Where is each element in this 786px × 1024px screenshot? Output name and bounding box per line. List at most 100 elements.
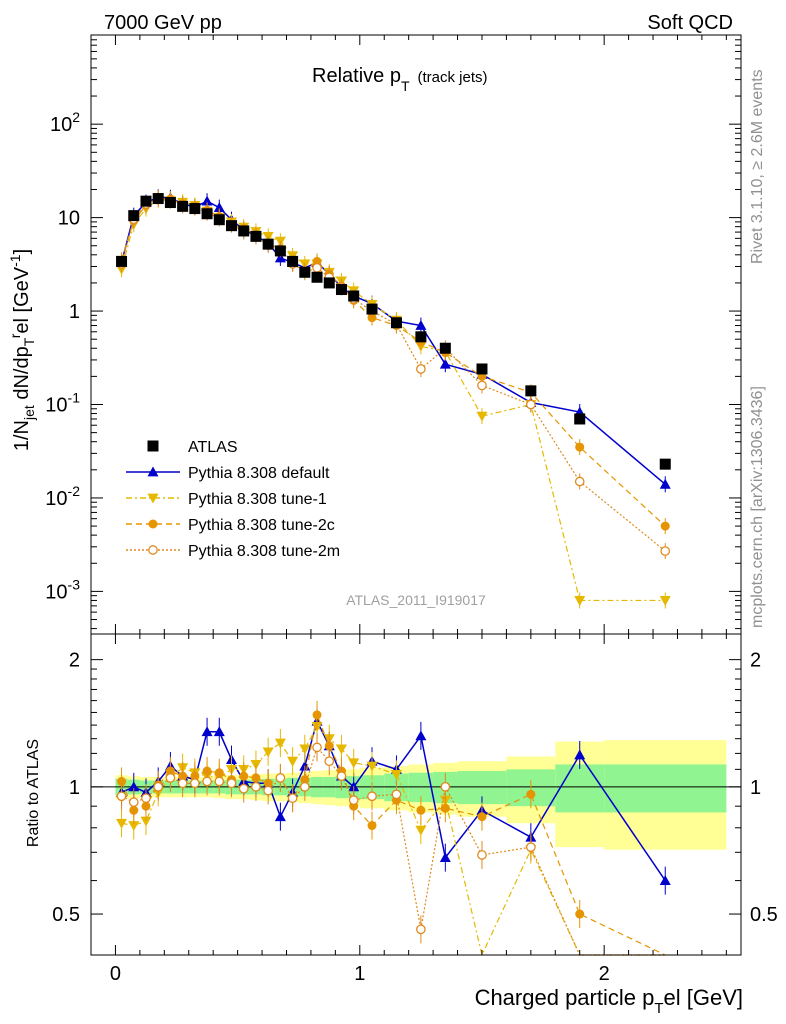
atlas-point: [128, 210, 140, 222]
ratio-point: [287, 793, 298, 804]
ratio-point: [287, 756, 299, 767]
legend-marker: [147, 466, 159, 477]
ratio-point: [367, 791, 377, 802]
atlas-point: [189, 203, 201, 215]
atlas-point: [226, 220, 238, 232]
ratio-point: [312, 710, 322, 720]
ratio-point: [165, 773, 176, 783]
ratio-point: [477, 850, 487, 860]
header-left: 7000 GeV pp: [104, 12, 222, 34]
ratio-point: [391, 789, 402, 800]
data-point: [525, 399, 536, 410]
rivet-version-text: Rivet 3.1.10, ≥ 2.6M events: [749, 69, 766, 264]
atlas-point: [476, 363, 488, 375]
plot-title: Relative pT (track jets): [312, 65, 488, 94]
data-point: [659, 478, 671, 489]
atlas-point: [287, 255, 299, 267]
y-axis-label-top: 1/Njet dN/dpTrel [GeV-1]: [7, 249, 37, 451]
ratio-point: [190, 778, 200, 789]
ratio-point: [116, 818, 128, 829]
ratio-point: [415, 730, 427, 741]
atlas-point: [390, 317, 402, 329]
ratio-point: [274, 811, 286, 822]
main-panel: [116, 189, 671, 609]
ratio-point: [299, 781, 310, 792]
ratio-point: [116, 791, 127, 802]
ratio-point: [335, 744, 347, 755]
atlas-point: [348, 290, 360, 302]
data-point: [416, 364, 426, 374]
ratio-point: [439, 852, 451, 863]
ratio-point: [312, 742, 322, 753]
ratio-point: [202, 776, 212, 787]
atlas-point: [525, 385, 537, 397]
data-point: [575, 442, 585, 452]
data-point: [476, 411, 488, 422]
y-axis-label-ratio: Ratio to ATLAS: [25, 739, 42, 847]
data-point: [415, 320, 427, 330]
atlas-point: [299, 266, 311, 278]
data-point: [659, 596, 671, 606]
ratio-point: [574, 749, 586, 760]
atlas-point: [164, 197, 176, 209]
ratio-point: [526, 789, 536, 799]
data-point: [660, 546, 671, 556]
series-line-ratio: [121, 746, 666, 956]
atlas-point: [177, 200, 189, 212]
data-point: [312, 263, 322, 273]
series-line-ratio: [121, 719, 666, 882]
ratio-point: [525, 842, 536, 852]
ratio-point: [153, 781, 164, 792]
x-axis-label: Charged particle pTel [GeV]: [475, 985, 743, 1017]
series-line-top: [120, 197, 666, 552]
legend: ATLAS Pythia 8.308 default Pythia 8.308 tu…: [126, 439, 340, 560]
ratio-point: [324, 741, 334, 751]
atlas-point: [140, 195, 152, 207]
ratio-point: [214, 776, 225, 787]
ratio-tick-label-right: 1: [750, 777, 761, 799]
atlas-point: [213, 214, 225, 226]
ratio-point: [336, 771, 347, 782]
x-tick-label: 0: [110, 963, 121, 985]
atlas-point: [311, 271, 323, 283]
ratio-point: [366, 761, 378, 772]
data-point: [213, 202, 225, 212]
ratio-tick-label-right: 2: [750, 650, 761, 672]
ratio-point: [128, 821, 140, 832]
atlas-point: [262, 238, 274, 250]
atlas-point: [659, 458, 671, 470]
ratio-point: [275, 773, 286, 783]
atlas-point: [415, 331, 427, 343]
ratio-point: [575, 909, 585, 919]
ratio-point: [263, 785, 274, 796]
ratio-tick-label-right: 0.5: [750, 904, 778, 926]
y-tick-label: 10-3: [45, 576, 80, 603]
ratio-point: [251, 781, 261, 792]
x-tick-label: 2: [599, 963, 610, 985]
atlas-point: [366, 303, 378, 315]
y-tick-label: 10-2: [45, 483, 80, 510]
data-point: [574, 476, 585, 487]
legend-marker: [148, 519, 158, 529]
legend-marker: [147, 440, 159, 452]
y-tick-label: 10-1: [45, 390, 80, 417]
data-point: [439, 358, 451, 369]
data-point: [477, 380, 487, 391]
ratio-point: [274, 738, 286, 749]
series-line-ratio: [121, 725, 666, 957]
ratio-tick-label-left: 1: [69, 777, 80, 799]
ratio-point: [659, 875, 671, 885]
ratio-point: [440, 781, 451, 792]
atlas-point: [574, 413, 586, 425]
atlas-point: [250, 230, 262, 242]
atlas-point: [323, 277, 335, 289]
ratio-tick-label-left: 0.5: [52, 904, 80, 926]
atlas-point: [274, 245, 286, 257]
series-line-top: [120, 199, 666, 602]
ratio-point: [299, 744, 311, 755]
x-tick-label: 1: [354, 963, 365, 985]
atlas-point: [116, 255, 128, 267]
ratio-point: [440, 803, 450, 813]
atlas-point: [152, 193, 164, 205]
